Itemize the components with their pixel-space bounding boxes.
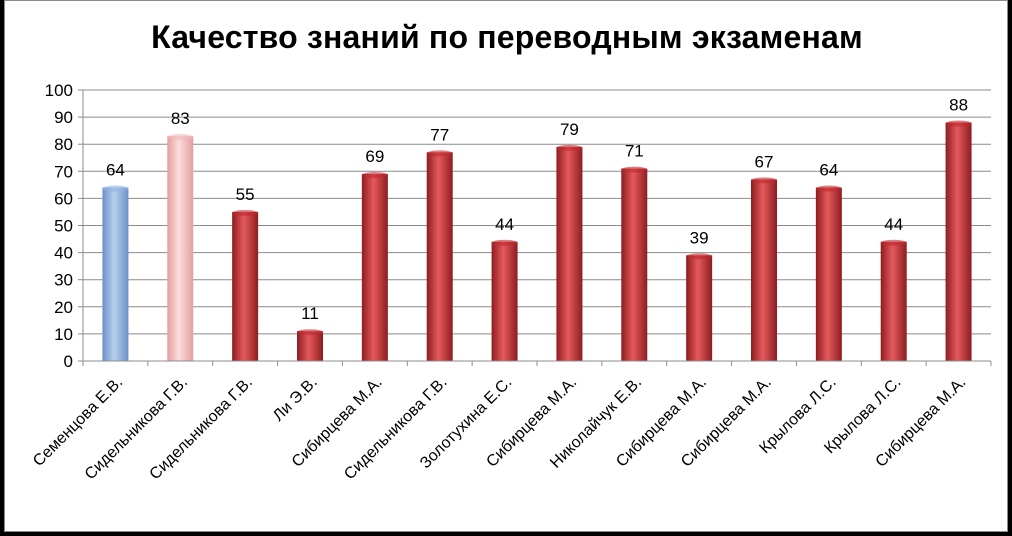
data-label: 64: [106, 161, 125, 180]
bar: [102, 187, 129, 361]
bar-top: [297, 329, 323, 336]
data-label: 55: [236, 185, 255, 204]
data-label: 11: [301, 304, 319, 323]
x-axis: Семенцова Е.В.Сидельникова Г.В.Сидельник…: [30, 360, 992, 483]
data-labels: 64 83 55 11 69 77 44 79 71 39 67 64 44 88: [106, 96, 968, 324]
y-tick-label: 10: [54, 325, 73, 344]
bar: [751, 179, 777, 361]
data-label: 71: [625, 142, 644, 161]
y-tick-label: 20: [54, 298, 73, 317]
data-label: 67: [755, 152, 774, 171]
bar: [815, 187, 842, 361]
bars: [102, 120, 972, 362]
bar-top: [815, 185, 842, 192]
y-tick-label: 80: [54, 135, 73, 154]
data-label: 88: [949, 96, 968, 115]
bar: [621, 168, 648, 361]
data-label: 69: [365, 147, 384, 166]
bar-top: [556, 144, 583, 151]
y-tick-label: 40: [54, 244, 73, 263]
data-label: 77: [430, 125, 449, 144]
bar: [297, 331, 323, 361]
bar-chart: 0 10 20 30 40 50 60 70 80 90 100 64 83 55 11 69 77 44 79 7…: [30, 81, 992, 483]
chart-area: Качество знаний по переводным экзаменам …: [4, 0, 1008, 532]
bar-top: [621, 166, 648, 173]
bar: [167, 136, 194, 361]
bar-top: [102, 185, 129, 192]
gridlines: [83, 89, 991, 362]
bar-top: [491, 239, 518, 246]
y-tick-label: 90: [54, 108, 73, 127]
bar-top: [751, 177, 777, 184]
chart-title: Качество знаний по переводным экзаменам: [151, 19, 863, 55]
bar: [880, 241, 907, 361]
data-label: 44: [495, 215, 514, 234]
bar: [686, 255, 713, 361]
data-label: 44: [884, 215, 903, 234]
bar: [361, 174, 388, 361]
bar-top: [167, 134, 194, 141]
bar: [232, 211, 259, 361]
y-tick-label: 0: [64, 352, 73, 371]
data-label: 64: [819, 161, 838, 180]
bar-top: [686, 253, 713, 260]
bar-top: [232, 209, 259, 216]
data-label: 79: [560, 120, 579, 139]
y-axis: 0 10 20 30 40 50 60 70 80 90 100: [45, 81, 84, 371]
bar-top: [426, 150, 453, 157]
data-label: 39: [690, 228, 709, 247]
bar: [491, 241, 518, 361]
y-tick-label: 70: [54, 162, 73, 181]
y-tick-label: 30: [54, 271, 73, 290]
bar-top: [945, 120, 972, 127]
x-tick-label: Ли Э.В.: [270, 374, 321, 425]
y-tick-label: 100: [45, 81, 73, 100]
bar-top: [880, 239, 907, 246]
y-tick-label: 60: [54, 189, 73, 208]
data-label: 83: [171, 109, 190, 128]
bar: [556, 146, 583, 361]
bar: [426, 152, 453, 361]
bar-top: [361, 172, 388, 179]
y-tick-label: 50: [54, 217, 73, 236]
bar: [945, 122, 972, 362]
